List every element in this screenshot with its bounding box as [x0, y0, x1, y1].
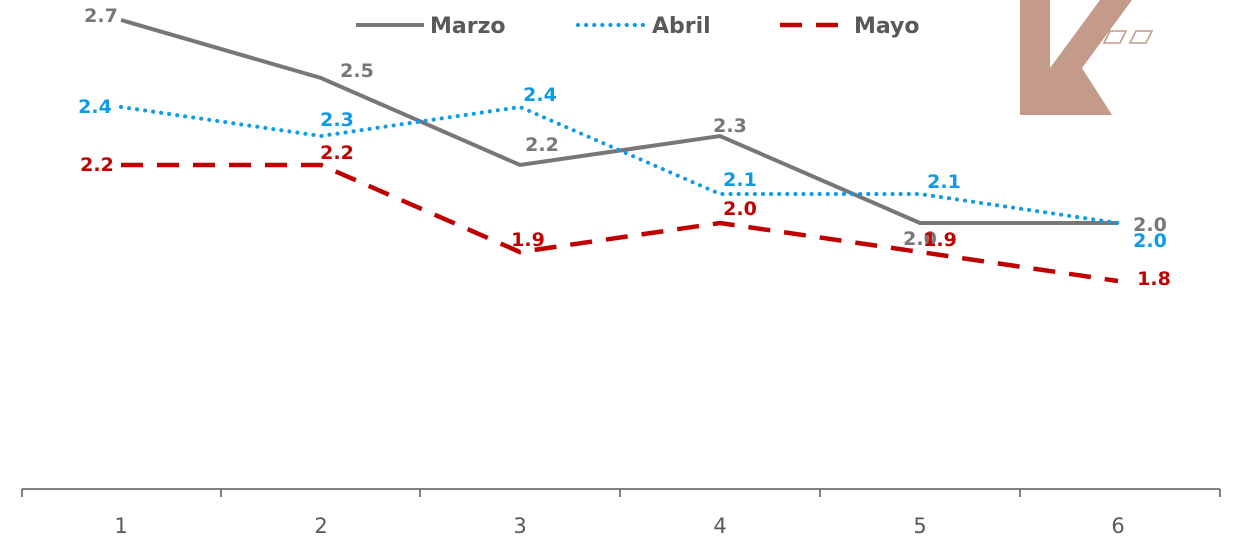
data-label-abril: 2.3 [320, 109, 354, 131]
data-label-mayo: 2.0 [723, 198, 757, 220]
data-label-mayo: 1.9 [923, 229, 957, 251]
data-label-abril: 2.4 [523, 84, 557, 106]
x-tick-label: 1 [114, 514, 127, 538]
legend-label: Abril [652, 14, 711, 39]
data-label-marzo: 2.7 [84, 5, 118, 27]
x-tick-label: 3 [513, 514, 526, 538]
data-label-marzo: 2.0 [903, 228, 937, 250]
data-label-abril: 2.1 [723, 169, 757, 191]
x-tick-label: 5 [913, 514, 926, 538]
data-label-abril: 2.0 [1133, 230, 1167, 252]
data-label-mayo: 2.2 [80, 154, 114, 176]
data-labels: 2.72.52.22.32.02.02.42.32.42.1 2.12.02.22… [78, 5, 1171, 290]
x-tick-label: 2 [314, 514, 327, 538]
data-label-marzo: 2.0 [1133, 214, 1167, 236]
data-label-mayo: 2.2 [320, 142, 354, 164]
series-line-abril [119, 104, 1120, 225]
legend: Marzo Abril Mayo [356, 14, 920, 39]
x-tick-label: 6 [1111, 514, 1124, 538]
data-label-marzo: 2.3 [713, 115, 747, 137]
data-label-mayo: 1.8 [1137, 268, 1171, 290]
k-logo-icon [1020, 0, 1154, 115]
data-label-marzo: 2.5 [340, 60, 374, 82]
series-line-marzo [120, 18, 1118, 225]
data-label-mayo: 1.9 [511, 229, 545, 251]
x-axis: 1 2 3 4 5 6 [21, 488, 1221, 538]
data-label-abril: 2.4 [78, 96, 112, 118]
data-label-marzo: 2.2 [525, 134, 559, 156]
legend-label: Mayo [854, 14, 920, 39]
series-lines [119, 18, 1120, 284]
x-tick-label: 4 [713, 514, 726, 538]
data-label-abril: 2.1 [927, 171, 961, 193]
legend-label: Marzo [430, 14, 506, 39]
series-line-mayo [121, 162, 1119, 284]
